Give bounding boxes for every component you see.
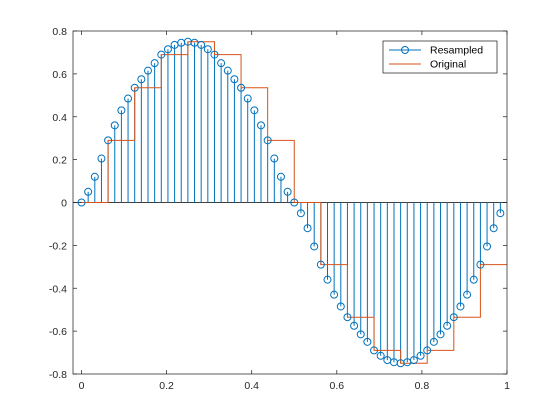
resampled-marker: [157, 50, 166, 59]
legend-resampled-label: Resampled: [430, 45, 483, 57]
resampled-marker: [237, 83, 246, 92]
resampled-marker: [130, 83, 139, 92]
y-tick-label: 0: [61, 198, 67, 210]
resampled-marker: [316, 260, 325, 269]
resampled-marker: [469, 275, 478, 284]
y-tick-label: -0.8: [49, 369, 67, 381]
resampled-marker: [449, 313, 458, 322]
resampled-marker: [150, 59, 159, 68]
resampled-marker: [463, 290, 472, 299]
y-tick-label: 0.2: [52, 155, 67, 167]
resampled-marker: [223, 66, 232, 75]
resampled-marker: [77, 198, 86, 207]
resampled-marker: [257, 121, 266, 130]
resampled-marker: [97, 154, 106, 163]
x-tick-label: 1: [504, 380, 510, 392]
y-tick-label: -0.4: [49, 283, 67, 295]
resampled-marker: [303, 224, 312, 233]
resampled-marker: [110, 121, 119, 130]
resampled-marker: [163, 45, 172, 54]
y-tick-labels: -0.8 -0.6 -0.4 -0.2 0 0.2 0.4 0.6 0.8: [49, 26, 67, 381]
y-tick-label: 0.8: [52, 26, 67, 38]
resampled-marker: [356, 330, 365, 339]
resampled-marker: [489, 224, 498, 233]
resampled-marker: [376, 351, 385, 360]
resampled-marker: [363, 337, 372, 346]
resampled-marker: [243, 94, 252, 103]
resampled-marker: [330, 290, 339, 299]
x-tick-labels: 0 0.2 0.4 0.6 0.8 1: [79, 380, 510, 392]
x-tick-label: 0: [79, 380, 85, 392]
resampled-marker: [250, 106, 259, 115]
resampled-marker: [104, 136, 113, 145]
resampled-marker: [197, 40, 206, 49]
resampled-marker: [230, 75, 239, 84]
resampled-marker: [423, 346, 432, 355]
resampled-marker: [290, 198, 299, 207]
resampled-marker: [370, 346, 379, 355]
legend-resampled-marker: [401, 46, 409, 54]
resampled-marker: [496, 209, 505, 218]
resampled-marker: [117, 106, 126, 115]
resampled-marker: [476, 260, 485, 269]
resampled-marker: [270, 154, 279, 163]
resampled-marker: [336, 302, 345, 311]
resampled-marker: [143, 66, 152, 75]
resampled-marker: [456, 302, 465, 311]
resampled-marker: [343, 313, 352, 322]
resampled-marker: [350, 321, 359, 330]
resampled-marker: [436, 330, 445, 339]
y-tick-label: -0.6: [49, 326, 67, 338]
legend-original-label: Original: [430, 59, 466, 71]
axis-ticks: [73, 30, 508, 375]
resampled-marker: [217, 59, 226, 68]
resampled-marker: [483, 242, 492, 251]
resampled-marker: [263, 136, 272, 145]
resampled-marker: [443, 321, 452, 330]
x-tick-label: 0.2: [159, 380, 174, 392]
resampled-marker: [203, 45, 212, 54]
legend-box: [382, 40, 498, 74]
original-stairs: [81, 41, 507, 364]
x-tick-label: 0.6: [329, 380, 344, 392]
y-tick-label: -0.2: [49, 240, 67, 252]
resampled-marker: [124, 94, 133, 103]
original-stairs-line: [81, 41, 507, 364]
x-tick-label: 0.8: [415, 380, 430, 392]
resampled-marker: [310, 242, 319, 251]
resampled-marker: [90, 172, 99, 181]
resampled-marker: [409, 356, 418, 365]
resampled-marker: [429, 337, 438, 346]
resampled-marker: [296, 209, 305, 218]
legend: Resampled Original: [382, 40, 498, 74]
x-tick-label: 0.4: [244, 380, 259, 392]
resampled-marker: [84, 187, 93, 196]
resampled-marker: [323, 275, 332, 284]
y-tick-label: 0.6: [52, 69, 67, 81]
resampled-marker: [137, 75, 146, 84]
resampled-marker: [416, 351, 425, 360]
resampled-marker: [210, 50, 219, 59]
resampled-marker: [276, 172, 285, 181]
resampled-markers: [77, 37, 505, 368]
y-tick-label: 0.4: [52, 112, 67, 124]
resampled-marker: [283, 187, 292, 196]
